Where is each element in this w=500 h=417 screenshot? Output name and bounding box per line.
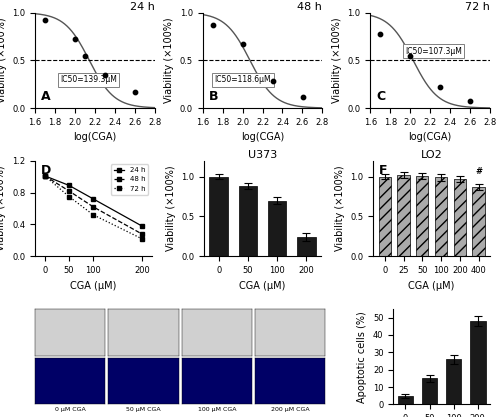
Point — [376, 30, 384, 37]
Y-axis label: Viability (×100%): Viability (×100%) — [332, 18, 342, 103]
Text: **: ** — [474, 301, 482, 310]
Point — [101, 71, 109, 78]
Y-axis label: Viability (×100%): Viability (×100%) — [166, 166, 176, 251]
Point — [41, 17, 49, 23]
Text: 72 h: 72 h — [465, 2, 490, 12]
Text: IC50=107.3μM: IC50=107.3μM — [405, 47, 462, 55]
Text: A: A — [41, 90, 50, 103]
X-axis label: 0 μM CGA: 0 μM CGA — [55, 407, 86, 412]
Text: **: ** — [402, 383, 409, 392]
Point — [466, 98, 474, 105]
Y-axis label: Viability (×100%): Viability (×100%) — [335, 166, 345, 251]
Bar — [238, 186, 258, 256]
Text: F: F — [379, 163, 388, 176]
Y-axis label: Viability (×100%): Viability (×100%) — [164, 18, 174, 103]
Point — [406, 52, 414, 59]
Point — [268, 78, 276, 85]
Text: B: B — [208, 90, 218, 103]
Bar — [378, 177, 391, 256]
Point — [436, 84, 444, 90]
Text: IC50=118.6μM: IC50=118.6μM — [214, 75, 271, 84]
Bar — [296, 237, 316, 256]
Text: C: C — [376, 90, 386, 103]
Text: **: ** — [244, 166, 252, 176]
Y-axis label: Viability (×100%): Viability (×100%) — [0, 18, 6, 103]
Text: #: # — [475, 167, 482, 176]
Bar — [454, 179, 466, 256]
Text: **: ** — [302, 215, 310, 224]
Text: **: ** — [450, 342, 458, 351]
X-axis label: log(CGA): log(CGA) — [241, 132, 284, 142]
Point — [298, 93, 306, 100]
Bar — [470, 321, 486, 404]
X-axis label: CGA (μM): CGA (μM) — [70, 281, 116, 291]
Bar — [398, 175, 409, 256]
Point — [238, 41, 246, 48]
Title: U373: U373 — [248, 150, 277, 160]
Text: 24 h: 24 h — [130, 2, 154, 12]
Bar — [446, 359, 462, 404]
Legend: 24 h, 48 h, 72 h: 24 h, 48 h, 72 h — [111, 164, 148, 195]
Point — [71, 36, 79, 43]
Y-axis label: Apoptotic cells (%): Apoptotic cells (%) — [358, 311, 368, 402]
Bar — [472, 187, 484, 256]
Bar — [422, 378, 438, 404]
Title: LO2: LO2 — [421, 150, 442, 160]
Point — [208, 22, 216, 28]
Text: **: ** — [272, 180, 281, 189]
Text: H: H — [398, 312, 408, 325]
X-axis label: 100 μM CGA: 100 μM CGA — [198, 407, 236, 412]
Point — [131, 88, 139, 95]
Y-axis label: Viability (×100%): Viability (×100%) — [0, 166, 6, 251]
X-axis label: CGA (μM): CGA (μM) — [240, 281, 286, 291]
Text: 48 h: 48 h — [298, 2, 322, 12]
X-axis label: 50 μM CGA: 50 μM CGA — [126, 407, 161, 412]
Bar — [268, 201, 286, 256]
X-axis label: log(CGA): log(CGA) — [408, 132, 452, 142]
Point — [80, 52, 88, 59]
Text: IC50=139.3μM: IC50=139.3μM — [60, 75, 117, 84]
Text: D: D — [41, 163, 51, 176]
X-axis label: CGA (μM): CGA (μM) — [408, 281, 455, 291]
X-axis label: log(CGA): log(CGA) — [73, 132, 117, 142]
Bar — [210, 177, 229, 256]
Text: E: E — [210, 163, 218, 176]
Text: G: G — [50, 312, 60, 325]
X-axis label: 200 μM CGA: 200 μM CGA — [271, 407, 310, 412]
Text: **: ** — [426, 364, 434, 373]
Bar — [398, 396, 413, 404]
Bar — [435, 177, 447, 256]
Bar — [416, 176, 428, 256]
